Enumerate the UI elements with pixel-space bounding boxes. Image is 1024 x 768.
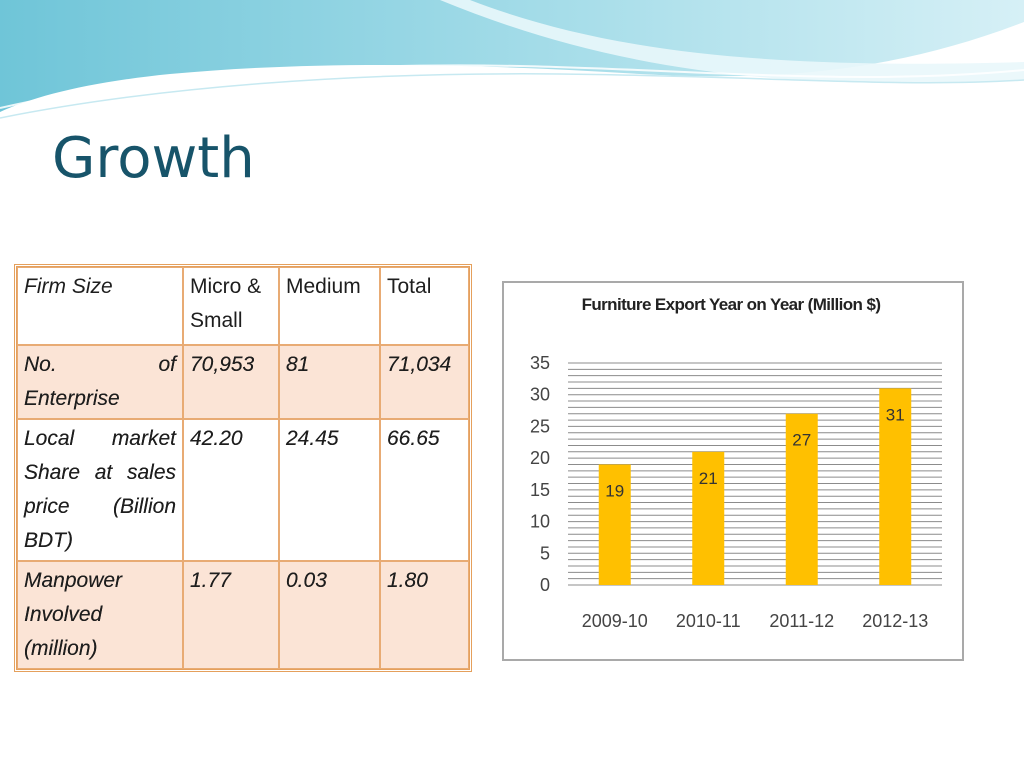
bar [598,464,631,585]
table-row: Local market Share at sales price (Billi… [17,419,469,561]
cell-medium: 81 [279,345,380,419]
slide-title: Growth [52,126,255,191]
y-tick-label: 35 [530,353,550,373]
x-tick-label: 2011-12 [769,611,834,631]
table-row: No. of Enterprise 70,953 81 71,034 [17,345,469,419]
bar [785,413,818,585]
firm-size-table: Firm Size Micro & Small Medium Total No.… [14,264,472,672]
y-tick-label: 0 [540,575,550,595]
cell-total: 66.65 [380,419,469,561]
cell-medium: 24.45 [279,419,380,561]
header-micro-small: Micro & Small [183,267,279,345]
chart-bars: 19 21 27 31 [598,388,912,585]
chart-title: Furniture Export Year on Year (Million $… [582,295,881,314]
row-label: Manpower Involved (million) [17,561,183,669]
data-label: 31 [886,405,905,424]
table-header-row: Firm Size Micro & Small Medium Total [17,267,469,345]
data-label: 21 [699,469,718,488]
y-tick-label: 20 [530,448,550,468]
y-tick-label: 25 [530,416,550,436]
y-tick-label: 5 [540,543,550,563]
table-row: Manpower Involved (million) 1.77 0.03 1.… [17,561,469,669]
bar [879,388,912,585]
data-label: 27 [792,431,811,450]
export-chart-panel: Furniture Export Year on Year (Million $… [502,281,964,661]
x-tick-label: 2012-13 [862,611,928,631]
row-label: No. of Enterprise [17,345,183,419]
row-label: Local market Share at sales price (Billi… [17,419,183,561]
header-firm-size: Firm Size [17,267,183,345]
furniture-export-bar-chart: Furniture Export Year on Year (Million $… [530,295,942,631]
cell-micro-small: 1.77 [183,561,279,669]
y-tick-label: 10 [530,512,550,532]
firm-size-table-container: Firm Size Micro & Small Medium Total No.… [14,264,472,672]
x-tick-label: 2010-11 [676,611,741,631]
cell-micro-small: 70,953 [183,345,279,419]
cell-micro-small: 42.20 [183,419,279,561]
cell-total: 1.80 [380,561,469,669]
y-tick-label: 15 [530,480,550,500]
bar [692,451,725,585]
cell-total: 71,034 [380,345,469,419]
data-label: 19 [605,481,624,500]
header-medium: Medium [279,267,380,345]
x-axis-ticks: 2009-10 2010-11 2011-12 2012-13 [582,611,929,631]
y-axis-ticks: 0 5 10 15 20 25 30 35 [530,353,550,595]
x-tick-label: 2009-10 [582,611,648,631]
cell-medium: 0.03 [279,561,380,669]
y-tick-label: 30 [530,385,550,405]
header-total: Total [380,267,469,345]
